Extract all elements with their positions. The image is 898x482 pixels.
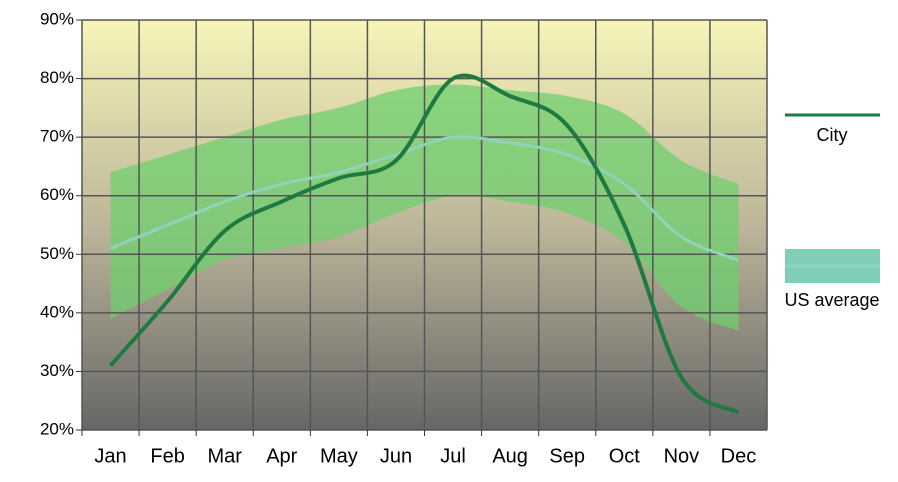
x-tick-label: Jun xyxy=(380,445,412,467)
y-tick-label: 70% xyxy=(40,127,74,146)
y-tick-label: 60% xyxy=(40,185,74,204)
y-tick-label: 40% xyxy=(40,302,74,321)
legend-us-label: US average xyxy=(784,290,879,310)
x-tick-label: Aug xyxy=(492,445,528,467)
y-tick-label: 50% xyxy=(40,244,74,263)
x-tick-label: Oct xyxy=(609,445,641,467)
x-tick-label: Feb xyxy=(150,445,184,467)
x-tick-label: Sep xyxy=(549,445,585,467)
legend-city-label: City xyxy=(817,125,848,145)
y-tick-label: 20% xyxy=(40,419,74,438)
y-tick-label: 30% xyxy=(40,361,74,380)
line-city xyxy=(109,73,740,415)
x-tick-label: Mar xyxy=(207,445,242,467)
x-tick-label: May xyxy=(320,445,358,467)
x-tick-label: Nov xyxy=(664,445,700,467)
y-tick-label: 80% xyxy=(40,68,74,87)
x-tick-label: Jan xyxy=(94,445,126,467)
x-tick-label: Jul xyxy=(440,445,466,467)
line-us-average xyxy=(109,135,740,262)
x-tick-label: Dec xyxy=(721,445,757,467)
y-tick-label: 90% xyxy=(40,9,74,28)
x-tick-label: Apr xyxy=(266,445,297,467)
